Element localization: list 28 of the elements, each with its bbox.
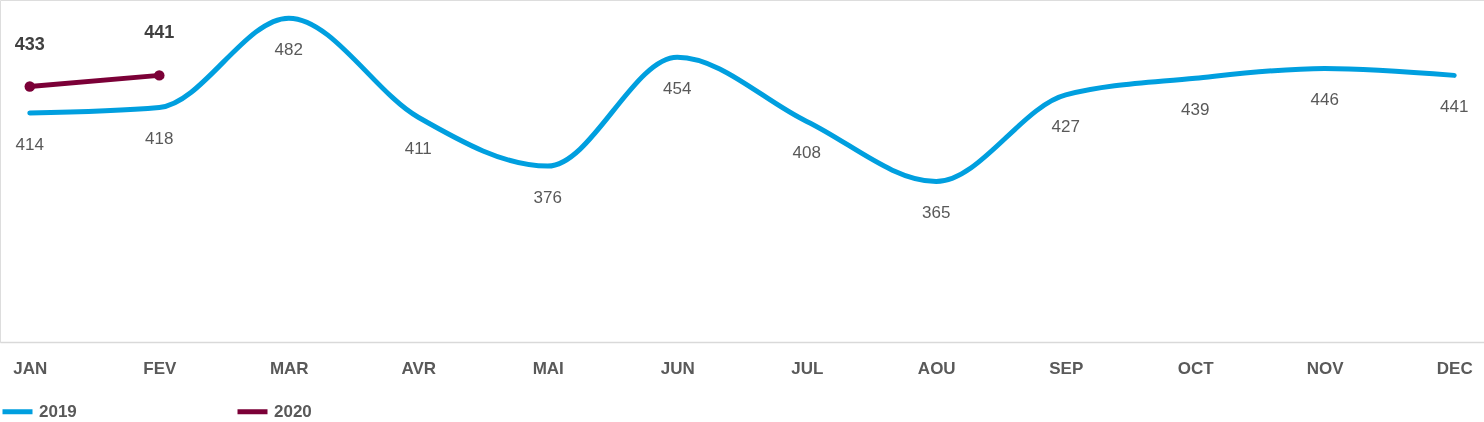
legend-label: 2019 bbox=[39, 401, 77, 421]
x-tick-label: MAI bbox=[532, 358, 564, 378]
x-tick-label: DEC bbox=[1436, 358, 1473, 378]
x-tick-label: AVR bbox=[401, 358, 437, 378]
data-label: 376 bbox=[533, 188, 562, 208]
data-label: 427 bbox=[1051, 116, 1080, 136]
x-tick-label: SEP bbox=[1049, 358, 1084, 378]
data-label: 446 bbox=[1310, 90, 1339, 110]
data-label: 439 bbox=[1181, 100, 1210, 120]
x-tick-label: NOV bbox=[1306, 358, 1345, 378]
data-label: 411 bbox=[404, 139, 432, 159]
data-label: 433 bbox=[14, 33, 45, 54]
data-label: 441 bbox=[144, 22, 175, 43]
x-tick-label: JUL bbox=[791, 358, 824, 378]
data-label: 414 bbox=[15, 135, 44, 155]
data-label: 482 bbox=[274, 40, 303, 60]
x-tick-label: JUN bbox=[660, 358, 695, 378]
data-label: 441 bbox=[1440, 97, 1469, 117]
x-tick-label: MAR bbox=[269, 358, 309, 378]
x-tick-label: FEV bbox=[143, 358, 177, 378]
x-tick-label: JAN bbox=[13, 358, 48, 378]
x-tick-label: AOU bbox=[917, 358, 956, 378]
data-label: 408 bbox=[792, 143, 821, 163]
legend-label: 2020 bbox=[274, 401, 312, 421]
x-tick-label: OCT bbox=[1177, 358, 1215, 378]
data-label: 365 bbox=[922, 203, 951, 223]
data-label: 454 bbox=[663, 79, 692, 99]
data-label: 418 bbox=[145, 129, 174, 149]
